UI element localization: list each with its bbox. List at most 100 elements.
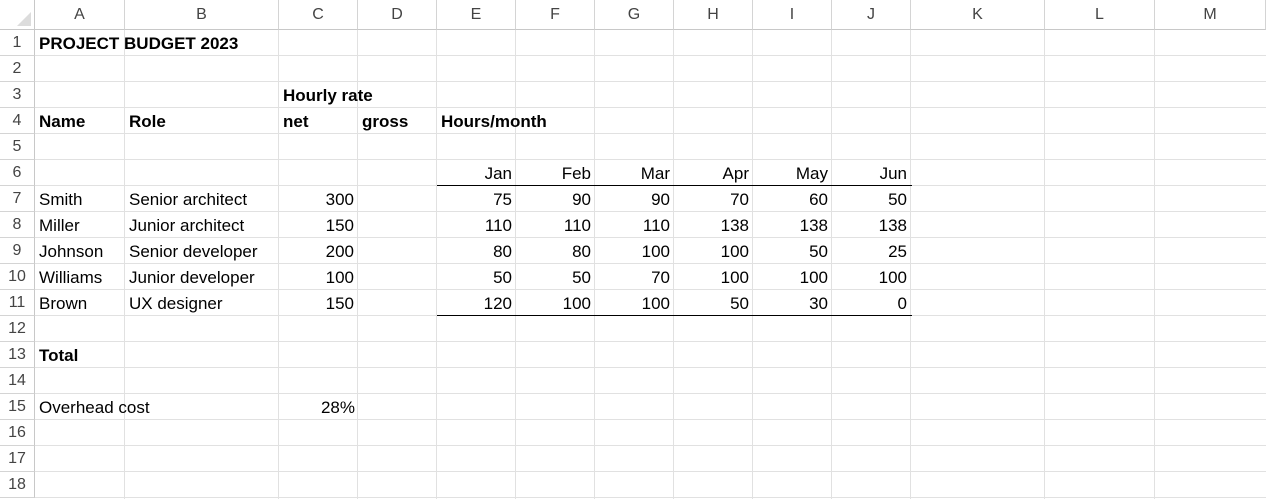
column-header-M[interactable]: M [1155, 0, 1266, 30]
row-header-17[interactable]: 17 [0, 446, 35, 472]
cell-C3-hourly-rate[interactable]: Hourly rate [283, 86, 373, 105]
column-header-F[interactable]: F [516, 0, 595, 30]
row-header-8[interactable]: 8 [0, 212, 35, 238]
row-header-12[interactable]: 12 [0, 316, 35, 342]
cell-hours[interactable]: 110 [484, 216, 512, 235]
cell-name[interactable]: Brown [39, 294, 88, 313]
cell-hours[interactable]: 100 [562, 294, 591, 313]
cell-hours[interactable]: 70 [651, 268, 670, 287]
column-header-K[interactable]: K [911, 0, 1045, 30]
cell-hours[interactable]: 50 [888, 190, 907, 209]
month-header-underline [437, 185, 912, 186]
gridline-horizontal [35, 367, 1266, 368]
row-header-3[interactable]: 3 [0, 82, 35, 108]
cell-name[interactable]: Williams [39, 268, 103, 287]
cell-hours[interactable]: 30 [809, 294, 828, 313]
cell-hours[interactable]: 0 [897, 294, 907, 313]
row-header-4[interactable]: 4 [0, 108, 35, 134]
cell-hours[interactable]: 110 [563, 216, 591, 235]
cell-hours[interactable]: 50 [809, 242, 828, 261]
cell-hours[interactable]: 80 [572, 242, 591, 261]
cell-hours[interactable]: 60 [809, 190, 828, 209]
cell-E4-hours-month-header[interactable]: Hours/month [441, 112, 547, 131]
column-header-J[interactable]: J [832, 0, 911, 30]
gridline-horizontal [35, 445, 1266, 446]
column-header-G[interactable]: G [595, 0, 674, 30]
column-header-D[interactable]: D [358, 0, 437, 30]
row-header-18[interactable]: 18 [0, 472, 35, 498]
row-header-6[interactable]: 6 [0, 160, 35, 186]
cell-hours[interactable]: 120 [483, 294, 512, 313]
cell-hours[interactable]: 70 [730, 190, 749, 209]
cell-hours[interactable]: 138 [878, 216, 907, 235]
cell-hours[interactable]: 25 [888, 242, 907, 261]
cell-role[interactable]: Junior developer [129, 268, 255, 287]
cell-hours[interactable]: 50 [730, 294, 749, 313]
cell-hours[interactable]: 50 [572, 268, 591, 287]
cell-hours[interactable]: 90 [572, 190, 591, 209]
month-header-apr[interactable]: Apr [722, 164, 749, 183]
cell-B4-role-header[interactable]: Role [129, 112, 166, 131]
cell-hours[interactable]: 100 [641, 242, 670, 261]
row-header-1[interactable]: 1 [0, 30, 35, 56]
row-header-9[interactable]: 9 [0, 238, 35, 264]
row-header-5[interactable]: 5 [0, 134, 35, 160]
gridline-vertical [124, 30, 125, 499]
cell-hours[interactable]: 80 [493, 242, 512, 261]
month-header-jun[interactable]: Jun [879, 164, 907, 183]
cell-hours[interactable]: 75 [493, 190, 512, 209]
month-header-feb[interactable]: Feb [561, 164, 591, 183]
row-header-16[interactable]: 16 [0, 420, 35, 446]
cell-D4-gross-header[interactable]: gross [362, 112, 409, 131]
column-header-L[interactable]: L [1045, 0, 1155, 30]
column-header-B[interactable]: B [125, 0, 279, 30]
cell-net-rate[interactable]: 300 [325, 190, 354, 209]
cell-net-rate[interactable]: 200 [325, 242, 354, 261]
cell-hours[interactable]: 50 [493, 268, 512, 287]
select-all-corner[interactable] [0, 0, 35, 30]
cell-A15-overhead-label[interactable]: Overhead cost [39, 398, 150, 417]
month-header-mar[interactable]: Mar [640, 164, 670, 183]
row-header-13[interactable]: 13 [0, 342, 35, 368]
cell-hours[interactable]: 90 [651, 190, 670, 209]
row-header-14[interactable]: 14 [0, 368, 35, 394]
column-header-C[interactable]: C [279, 0, 358, 30]
cell-C15-overhead-value[interactable]: 28% [320, 398, 355, 417]
column-header-H[interactable]: H [674, 0, 753, 30]
cell-role[interactable]: Senior developer [129, 242, 258, 261]
row-header-2[interactable]: 2 [0, 56, 35, 82]
cell-hours[interactable]: 100 [799, 268, 828, 287]
column-header-A[interactable]: A [35, 0, 125, 30]
cell-hours[interactable]: 100 [641, 294, 670, 313]
cell-A1-title[interactable]: PROJECT BUDGET 2023 [39, 34, 239, 53]
cell-C4-net-header[interactable]: net [283, 112, 309, 131]
row-header-15[interactable]: 15 [0, 394, 35, 420]
cell-hours[interactable]: 100 [720, 242, 749, 261]
row-header-7[interactable]: 7 [0, 186, 35, 212]
month-header-jan[interactable]: Jan [484, 164, 512, 183]
cell-name[interactable]: Smith [39, 190, 83, 209]
cell-hours[interactable]: 138 [720, 216, 749, 235]
gridline-horizontal [35, 497, 1266, 498]
cell-role[interactable]: UX designer [129, 294, 223, 313]
row-header-10[interactable]: 10 [0, 264, 35, 290]
cell-role[interactable]: Junior architect [129, 216, 245, 235]
cell-hours[interactable]: 110 [642, 216, 670, 235]
cell-net-rate[interactable]: 100 [325, 268, 354, 287]
cell-A4-name-header[interactable]: Name [39, 112, 86, 131]
column-header-I[interactable]: I [753, 0, 832, 30]
cell-hours[interactable]: 100 [720, 268, 749, 287]
cell-net-rate[interactable]: 150 [325, 216, 354, 235]
gridline-vertical [831, 30, 832, 499]
cell-name[interactable]: Miller [39, 216, 80, 235]
cell-hours[interactable]: 100 [878, 268, 907, 287]
column-header-E[interactable]: E [437, 0, 516, 30]
cell-hours[interactable]: 138 [799, 216, 828, 235]
cell-net-rate[interactable]: 150 [325, 294, 354, 313]
row-header-11[interactable]: 11 [0, 290, 35, 316]
cell-A13-total[interactable]: Total [39, 346, 79, 365]
month-header-may[interactable]: May [795, 164, 828, 183]
cell-role[interactable]: Senior architect [129, 190, 248, 209]
cell-name[interactable]: Johnson [39, 242, 104, 261]
